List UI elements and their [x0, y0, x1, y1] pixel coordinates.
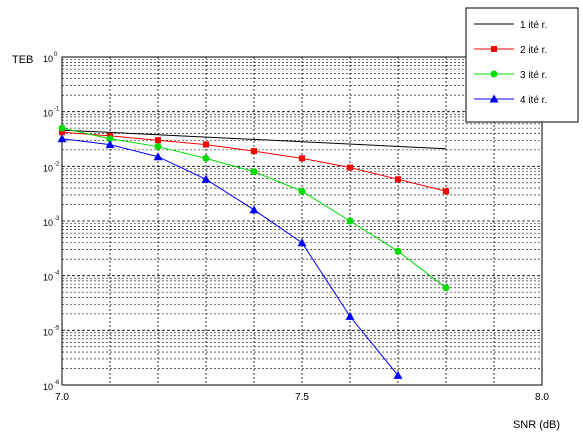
y-tick-exponent: -1 [54, 107, 60, 113]
y-tick-exponent: -3 [54, 216, 60, 222]
series-1 [61, 129, 447, 150]
legend: 1 ité r. 2 ité r. 3 ité r. 4 ité r. [465, 7, 579, 123]
y-tick-exponent: 0 [54, 52, 58, 58]
data-point [394, 247, 402, 255]
data-point [203, 141, 209, 148]
y-tick-label: 10 [43, 327, 53, 337]
y-tick-exponent: -6 [54, 380, 60, 386]
data-point [297, 238, 307, 247]
legend-label: 1 ité r. [520, 20, 547, 31]
y-tick-label: 10 [43, 163, 53, 173]
plot-frame [61, 56, 543, 386]
data-point [442, 284, 450, 292]
data-point [155, 137, 161, 144]
data-point [153, 152, 163, 161]
data-point [105, 140, 115, 149]
x-axis-label: SNR (dB) [513, 419, 560, 431]
y-axis-label: TEB [12, 54, 33, 66]
data-point [491, 46, 497, 52]
data-point [490, 70, 498, 78]
data-point [395, 176, 401, 183]
data-point [299, 155, 305, 162]
legend-label: 2 ité r. [520, 45, 547, 56]
x-tick-label: 8.0 [535, 392, 549, 403]
legend-box [465, 7, 579, 123]
data-point [347, 164, 353, 171]
y-tick-label: 10 [43, 273, 53, 283]
series-line [61, 129, 447, 150]
data-point [154, 143, 162, 151]
legend-label: 3 ité r. [520, 70, 547, 81]
legend-label: 4 ité r. [520, 95, 547, 106]
data-point [57, 134, 67, 143]
data-point [59, 129, 65, 136]
y-tick-label: 10 [43, 382, 53, 392]
data-point [346, 217, 354, 225]
y-tick-label: 10 [43, 218, 53, 228]
series [57, 124, 450, 379]
data-point [443, 188, 449, 195]
data-point [251, 148, 257, 155]
data-point [345, 311, 355, 320]
y-tick-exponent: -4 [54, 271, 60, 277]
series-4 [57, 134, 403, 379]
series-line [61, 138, 399, 376]
y-tick-exponent: -5 [54, 325, 60, 331]
data-point [489, 94, 499, 103]
data-point [58, 124, 66, 132]
data-point [106, 135, 114, 143]
data-point [250, 168, 258, 176]
y-tick-label: 10 [43, 109, 53, 119]
data-point [201, 174, 211, 183]
data-point [202, 154, 210, 162]
y-tick-exponent: -2 [54, 161, 60, 167]
x-tick-label: 7.5 [295, 392, 309, 403]
data-point [298, 187, 306, 195]
y-tick-label: 10 [43, 54, 53, 64]
grid [62, 57, 542, 385]
data-point [249, 205, 259, 214]
series-3 [58, 124, 450, 292]
data-point [393, 370, 403, 379]
x-tick-label: 7.0 [55, 392, 69, 403]
